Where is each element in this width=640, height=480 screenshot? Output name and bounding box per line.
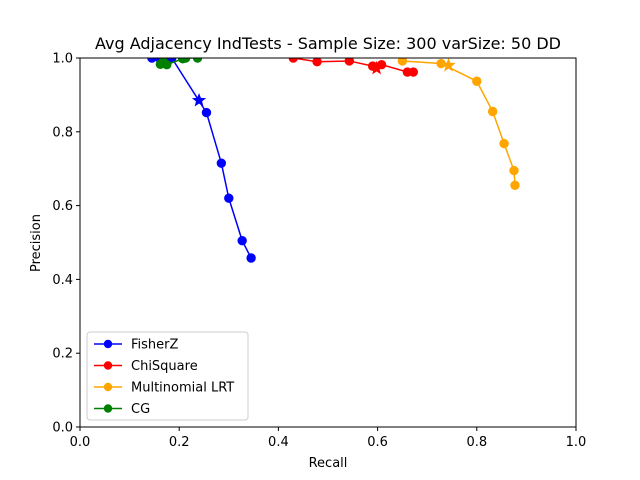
star-marker-chisquare — [369, 60, 384, 75]
data-point-fisherz — [216, 158, 227, 168]
data-point-multinomial-lrt — [499, 138, 509, 149]
x-tick-label: 0.4 — [268, 435, 289, 450]
data-point-fisherz — [224, 193, 234, 203]
x-axis-label: Recall — [309, 456, 348, 471]
data-point-fisherz — [201, 107, 212, 118]
y-tick-label: 1.0 — [52, 52, 73, 67]
y-tick-label: 0.8 — [52, 125, 73, 140]
data-point-multinomial-lrt — [472, 76, 482, 86]
legend-label-chisquare: ChiSquare — [131, 359, 198, 374]
star-marker-multinomial-lrt — [441, 58, 456, 72]
y-tick-label: 0.0 — [52, 421, 73, 436]
data-point-chisquare — [344, 58, 355, 66]
x-axis: 0.0 0.2 0.4 0.6 0.8 1.0 — [70, 427, 587, 450]
star-marker-fisherz — [191, 92, 207, 107]
legend-box — [86, 331, 249, 421]
data-point-cg — [162, 59, 172, 70]
legend-label-cg: CG — [131, 402, 150, 417]
series-group — [147, 58, 520, 263]
data-point-multinomial-lrt — [397, 58, 408, 66]
legend: FisherZ ChiSquare Multinomial LRT CG — [86, 331, 249, 421]
x-tick-label: 0.8 — [466, 435, 487, 450]
x-tick-label: 1.0 — [566, 435, 587, 450]
y-tick-label: 0.4 — [52, 273, 73, 288]
y-axis-label: Precision — [29, 214, 44, 272]
chart-title: Avg Adjacency IndTests - Sample Size: 30… — [95, 34, 561, 53]
legend-marker-fisherz — [103, 339, 113, 349]
x-tick-label: 0.2 — [169, 435, 190, 450]
y-tick-label: 0.2 — [52, 347, 73, 362]
data-point-multinomial-lrt — [509, 165, 519, 176]
data-point-multinomial-lrt — [487, 106, 498, 117]
legend-label-multinomial-lrt: Multinomial LRT — [131, 381, 234, 396]
x-tick-label: 0.6 — [367, 435, 388, 450]
data-point-fisherz — [147, 58, 157, 63]
legend-marker-chisquare — [103, 361, 113, 370]
data-point-chisquare — [408, 67, 419, 77]
plot-frame — [79, 57, 577, 428]
data-point-fisherz — [237, 235, 247, 246]
data-point-cg — [180, 58, 191, 63]
y-axis: 0.0 0.2 0.4 0.6 0.8 1.0 — [52, 52, 80, 436]
plot-area — [79, 57, 577, 428]
data-point-chisquare — [312, 58, 322, 67]
legend-marker-cg — [103, 404, 113, 413]
data-point-multinomial-lrt — [510, 180, 520, 191]
legend-marker-multinomial-lrt — [103, 382, 113, 392]
data-point-fisherz — [246, 253, 256, 263]
y-tick-label: 0.6 — [52, 199, 73, 214]
x-tick-label: 0.0 — [70, 435, 91, 450]
data-point-chisquare — [288, 58, 298, 63]
data-point-cg — [192, 58, 203, 63]
legend-label-fisherz: FisherZ — [131, 338, 178, 353]
